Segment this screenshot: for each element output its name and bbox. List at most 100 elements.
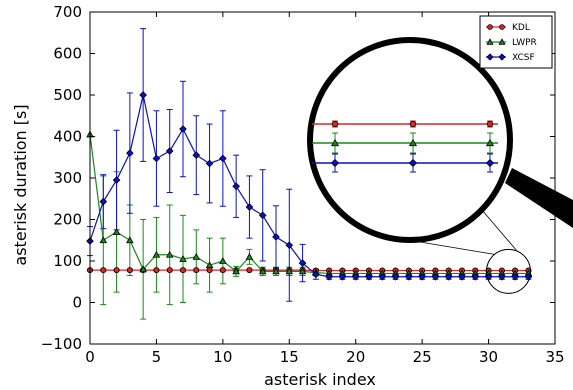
x-tick-label: 5 xyxy=(152,348,162,366)
point-lwpr xyxy=(152,250,161,258)
y-tick-label: 700 xyxy=(53,3,82,21)
point-xcsf xyxy=(444,272,453,281)
y-tick-label: 100 xyxy=(53,252,82,270)
point-xcsf xyxy=(219,154,227,163)
point-xcsf xyxy=(378,272,387,281)
point-kdl xyxy=(126,267,133,274)
y-tick-label: 200 xyxy=(53,211,82,229)
magnifier xyxy=(307,37,573,294)
x-tick-label: 0 xyxy=(85,348,95,366)
zoom-series-lwpr xyxy=(312,132,498,154)
legend-item-xcsf: XCSF xyxy=(486,53,535,63)
x-tick-label: 20 xyxy=(346,348,365,366)
point-lwpr xyxy=(205,261,214,269)
x-tick-label: 30 xyxy=(479,348,498,366)
point-xcsf xyxy=(258,211,267,220)
legend-marker xyxy=(498,38,506,45)
point-kdl xyxy=(153,267,160,274)
legend-marker xyxy=(487,24,493,30)
zoom-point-xcsf xyxy=(485,158,495,168)
point-kdl xyxy=(179,267,186,274)
point-xcsf xyxy=(179,125,187,133)
point-xcsf xyxy=(458,272,466,281)
point-lwpr xyxy=(126,236,134,244)
y-tick-label: 400 xyxy=(53,128,82,146)
point-lwpr xyxy=(165,250,174,258)
zoom-point-kdl xyxy=(486,120,494,128)
point-xcsf xyxy=(285,241,294,250)
point-lwpr xyxy=(219,257,227,264)
point-xcsf xyxy=(418,272,426,281)
zoom-point-kdl xyxy=(331,120,339,128)
point-lwpr xyxy=(192,252,201,260)
y-tick-label: 300 xyxy=(53,169,82,187)
point-kdl xyxy=(219,267,226,274)
series-layer xyxy=(86,91,533,281)
magnifier-connector-right xyxy=(481,209,517,251)
point-xcsf xyxy=(391,272,400,281)
point-xcsf xyxy=(112,176,121,184)
point-kdl xyxy=(166,267,173,274)
point-kdl xyxy=(100,267,107,274)
magnifier-handle xyxy=(505,168,573,228)
point-xcsf xyxy=(245,203,254,211)
legend-item-lwpr: LWPR xyxy=(486,38,537,48)
point-kdl xyxy=(193,267,200,274)
point-xcsf xyxy=(99,197,108,206)
zoom-series-xcsf xyxy=(312,153,498,173)
point-xcsf xyxy=(312,270,320,279)
y-tick-label: 500 xyxy=(53,86,82,104)
point-xcsf xyxy=(338,272,347,281)
point-xcsf xyxy=(192,151,201,159)
zoom-point-lwpr xyxy=(330,138,340,147)
magnifier-lens xyxy=(307,37,513,243)
point-xcsf xyxy=(232,182,240,191)
point-lwpr xyxy=(232,267,240,275)
point-kdl xyxy=(246,267,253,274)
point-xcsf xyxy=(511,272,519,281)
legend-item-kdl: KDL xyxy=(486,23,530,33)
point-xcsf xyxy=(351,272,360,281)
y-axis-title: asterisk duration [s] xyxy=(11,104,30,265)
point-lwpr xyxy=(179,254,187,262)
zoom-point-xcsf xyxy=(408,158,418,168)
point-kdl xyxy=(113,267,120,274)
point-xcsf xyxy=(205,159,214,168)
point-lwpr xyxy=(139,265,147,273)
point-xcsf xyxy=(165,147,174,155)
zoom-point-lwpr xyxy=(408,138,418,147)
zoom-series-kdl xyxy=(312,120,498,128)
y-tick-label: 600 xyxy=(53,45,82,63)
x-tick-label: 10 xyxy=(213,348,232,366)
zoom-point-xcsf xyxy=(330,158,340,168)
legend-label-kdl: KDL xyxy=(512,23,530,33)
point-xcsf xyxy=(365,272,373,281)
zoom-point-lwpr xyxy=(485,138,495,147)
point-xcsf xyxy=(325,272,333,281)
x-tick-label: 15 xyxy=(280,348,299,366)
x-tick-label: 25 xyxy=(413,348,432,366)
point-xcsf xyxy=(498,272,506,281)
legend-label-lwpr: LWPR xyxy=(512,38,537,48)
point-xcsf xyxy=(471,272,480,281)
point-lwpr xyxy=(272,267,280,275)
point-lwpr xyxy=(258,267,267,275)
x-axis-title: asterisk index xyxy=(264,370,376,389)
point-xcsf xyxy=(405,272,413,281)
y-tick-label: 0 xyxy=(72,294,82,312)
series-line-lwpr xyxy=(89,134,529,275)
point-xcsf xyxy=(126,149,134,157)
magnifier-target-circle xyxy=(486,248,531,294)
y-tick-label: −100 xyxy=(41,335,82,353)
series-line-xcsf xyxy=(89,94,529,278)
legend-marker xyxy=(499,24,505,30)
point-xcsf xyxy=(272,233,280,241)
legend-label-xcsf: XCSF xyxy=(512,53,535,63)
point-lwpr xyxy=(298,267,307,275)
point-lwpr xyxy=(99,236,108,244)
point-lwpr xyxy=(112,228,121,235)
x-tick-label: 35 xyxy=(545,348,564,366)
point-kdl xyxy=(206,267,213,274)
